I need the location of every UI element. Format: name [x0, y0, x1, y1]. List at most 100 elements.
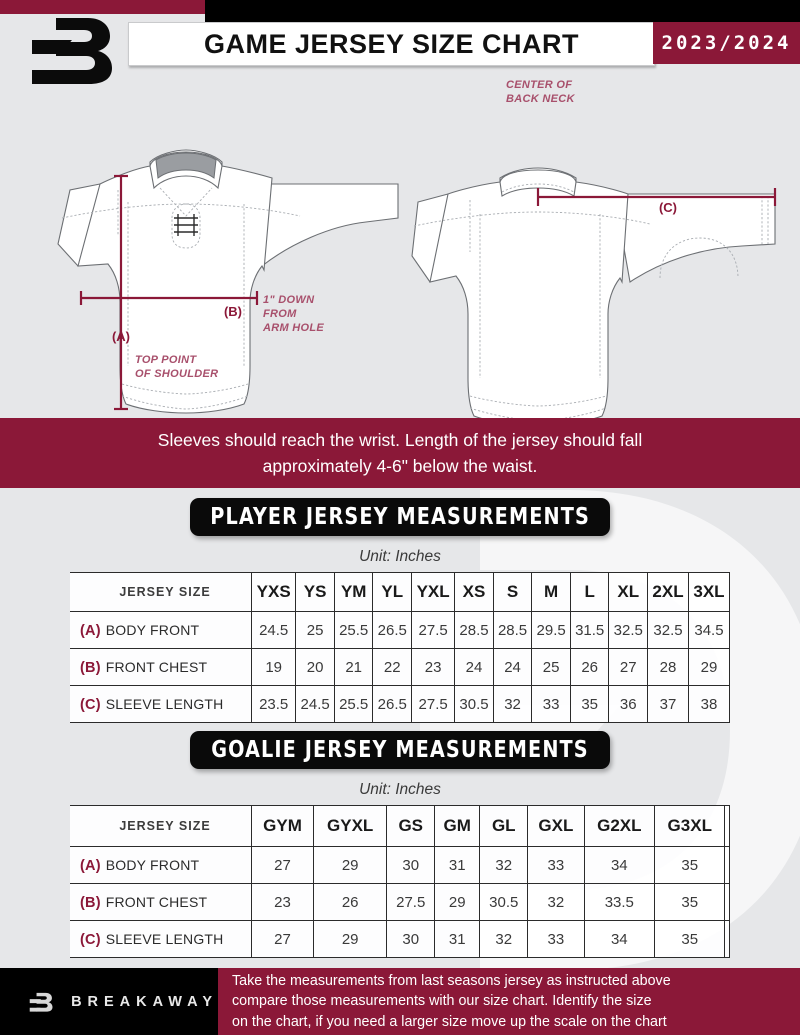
measurement-cell: 30: [386, 920, 436, 958]
row-key-tag: (A): [80, 622, 101, 639]
footer-brand-label: BREAKAWAY: [71, 993, 218, 1010]
measurement-cell: 24: [454, 648, 494, 686]
page-footer: BREAKAWAY Take the measurements from las…: [0, 968, 800, 1035]
row-label: SLEEVE LENGTH: [105, 695, 224, 712]
size-header-ym: YM: [333, 572, 374, 612]
player-section-heading: PLAYER JERSEY MEASUREMENTS: [190, 498, 610, 536]
measurement-cell: 22: [372, 648, 413, 686]
measurement-cell: 32: [479, 920, 529, 958]
size-header-gl: GL: [479, 805, 529, 847]
measurement-cell: 35: [654, 920, 726, 958]
season-badge: 2023/2024: [653, 22, 800, 64]
measurement-b-line: [79, 291, 259, 305]
breakaway-b-logo-icon: [29, 992, 53, 1012]
size-header-yl: YL: [372, 572, 413, 612]
measurement-cell: 29: [434, 883, 481, 921]
measurement-cell: 21: [333, 648, 374, 686]
row-label: FRONT CHEST: [105, 658, 208, 675]
instruction-band: Sleeves should reach the wrist. Length o…: [0, 418, 800, 488]
measurement-a-line: [114, 174, 128, 411]
size-header-gym: GYM: [250, 805, 315, 847]
measurement-cell: 19: [250, 648, 297, 686]
goalie-section-heading: GOALIE JERSEY MEASUREMENTS: [190, 731, 610, 769]
measurement-cell: 33.5: [583, 883, 656, 921]
player-unit-label: Unit: Inches: [359, 548, 441, 565]
breakaway-b-logo-icon: [32, 18, 112, 84]
title-box: GAME JERSEY SIZE CHART: [128, 22, 655, 66]
season-label: 2023/2024: [661, 32, 792, 54]
label-b-note-2: FROM: [263, 308, 297, 320]
page-header: GAME JERSEY SIZE CHART 2023/2024: [0, 14, 800, 84]
size-header-xl: XL: [608, 572, 649, 612]
measurement-cell: 26: [313, 883, 388, 921]
measurement-cell: 29: [313, 920, 388, 958]
footer-brand-block: BREAKAWAY: [0, 968, 218, 1035]
note-line-2: approximately 4-6" below the waist.: [262, 456, 538, 476]
table-row: (C) SLEEVE LENGTH 23.5 24.5 25.5 26.5 27.5 30.5…: [70, 685, 731, 723]
measurement-cell: 34.5: [687, 611, 731, 649]
measurement-cell: 28: [647, 648, 689, 686]
size-header-m: M: [531, 572, 571, 612]
size-header-3xl: 3XL: [687, 572, 731, 612]
measurement-cell: 28.5: [454, 611, 494, 649]
row-label-cell: (C) SLEEVE LENGTH: [70, 920, 252, 958]
row-header-label: JERSEY SIZE: [70, 805, 252, 847]
size-header-s: S: [492, 572, 533, 612]
measurement-c-line: [536, 188, 777, 206]
measurement-cell: 31: [434, 920, 481, 958]
measurement-cell: 26.5: [372, 611, 413, 649]
measurement-cell: 26.5: [372, 685, 413, 723]
size-header-gs: GS: [386, 805, 436, 847]
row-label-cell: (A) BODY FRONT: [70, 611, 252, 649]
measurement-cell: 29: [313, 846, 388, 884]
measurement-cell: 32: [479, 846, 529, 884]
label-c-tag: (C): [659, 200, 677, 215]
measurement-cell: 34: [583, 846, 656, 884]
row-key-tag: (C): [80, 696, 101, 713]
player-measurements-table: JERSEY SIZE YXS YS YM YL YXL XS S M L XL 2XL 3XL (A) B…: [70, 572, 731, 723]
measurement-cell: 23: [250, 883, 315, 921]
size-header-l: L: [569, 572, 610, 612]
table-header-row: JERSEY SIZE YXS YS YM YL YXL XS S M L XL 2XL 3XL: [70, 572, 731, 612]
measurement-cell: 27: [250, 920, 315, 958]
size-header-yxs: YXS: [250, 572, 297, 612]
back-jersey-illustration: (C) CENTER OF BACK NECK: [411, 79, 777, 418]
measurement-cell: 27.5: [386, 883, 436, 921]
measurement-cell: 27.5: [411, 685, 456, 723]
measurement-cell: 35: [654, 846, 726, 884]
row-label: BODY FRONT: [105, 856, 200, 873]
label-c-note-2: BACK NECK: [506, 93, 575, 105]
measurement-cell: 35: [654, 883, 726, 921]
measurement-cell: 24: [492, 648, 533, 686]
measurement-cell: 25.5: [333, 611, 374, 649]
table-row: (A) BODY FRONT 24.5 25 25.5 26.5 27.5 28.5 28.5 2…: [70, 611, 731, 649]
measurement-cell: 27: [608, 648, 649, 686]
table-header-row: JERSEY SIZE GYM GYXL GS GM GL GXL G2XL G3XL: [70, 805, 730, 847]
label-b-note-3: ARM HOLE: [262, 322, 324, 334]
label-b-note-1: 1" DOWN: [263, 294, 315, 306]
table-row: (C) SLEEVE LENGTH 27 29 30 31 32 33 34 35: [70, 920, 730, 958]
measurement-cell: 28.5: [492, 611, 533, 649]
front-jersey-illustration: (A) TOP POINT OF SHOULDER (B) 1" DOWN FR…: [57, 149, 399, 414]
footer-line-2: compare those measurements with our size…: [232, 993, 652, 1010]
measurement-cell: 32.5: [608, 611, 649, 649]
measurement-cell: 27: [250, 846, 315, 884]
size-header-empty: [724, 805, 730, 847]
size-header-2xl: 2XL: [647, 572, 689, 612]
table-row: (B) FRONT CHEST 19 20 21 22 23 24 24 25 26 27 28 29: [70, 648, 731, 686]
row-key-tag: (B): [80, 894, 101, 911]
measurement-cell: 26: [569, 648, 610, 686]
player-heading-label: PLAYER JERSEY MEASUREMENTS: [210, 504, 590, 530]
table-row: (A) BODY FRONT 27 29 30 31 32 33 34 35: [70, 846, 730, 884]
size-header-gyxl: GYXL: [313, 805, 388, 847]
page-title: GAME JERSEY SIZE CHART: [203, 28, 580, 59]
goalie-measurements-table: JERSEY SIZE GYM GYXL GS GM GL GXL G2XL G3XL (A) BO…: [70, 805, 730, 958]
row-label-cell: (A) BODY FRONT: [70, 846, 252, 884]
row-key-tag: (B): [80, 659, 101, 676]
row-label: SLEEVE LENGTH: [105, 930, 224, 947]
row-key-tag: (A): [80, 857, 101, 874]
goalie-unit-label: Unit: Inches: [359, 781, 441, 798]
row-key-tag: (C): [80, 931, 101, 948]
row-header-label: JERSEY SIZE: [70, 572, 252, 612]
